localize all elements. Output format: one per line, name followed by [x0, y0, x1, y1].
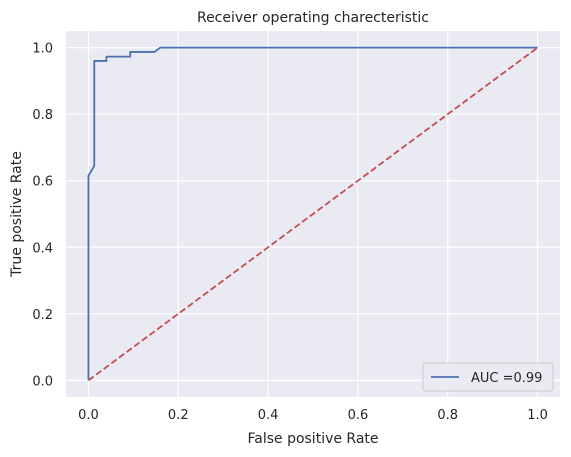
roc-curve-line	[87, 46, 538, 381]
x-tick-label: 0.6	[348, 408, 369, 423]
random-baseline-line	[87, 46, 539, 382]
chart-title: Receiver operating charecteristic	[197, 10, 429, 26]
x-tick-label: 0.4	[258, 408, 279, 423]
y-tick-label: 0.0	[32, 374, 53, 389]
y-tick-labels: 0.0 0.2 0.4 0.6 0.8 1.0	[32, 42, 53, 390]
legend-label: AUC =0.99	[471, 371, 542, 386]
y-tick-label: 0.6	[32, 175, 53, 190]
y-tick-label: 0.2	[32, 308, 53, 323]
x-tick-label: 0.2	[168, 408, 189, 423]
y-axis-label: True positive Rate	[9, 151, 25, 278]
x-axis-label: False positive Rate	[247, 431, 378, 447]
x-tick-label: 0.8	[437, 408, 458, 423]
y-tick-label: 0.4	[32, 241, 53, 256]
grid-lines	[66, 31, 560, 397]
x-tick-label: 1.0	[527, 408, 548, 423]
legend: AUC =0.99	[422, 362, 554, 392]
legend-box	[422, 362, 554, 392]
x-tick-label: 0.0	[78, 408, 99, 423]
y-tick-label: 0.8	[32, 108, 53, 123]
y-tick-label: 1.0	[32, 42, 53, 57]
data-lines	[87, 46, 539, 382]
x-tick-labels: 0.0 0.2 0.4 0.6 0.8 1.0	[78, 408, 548, 423]
